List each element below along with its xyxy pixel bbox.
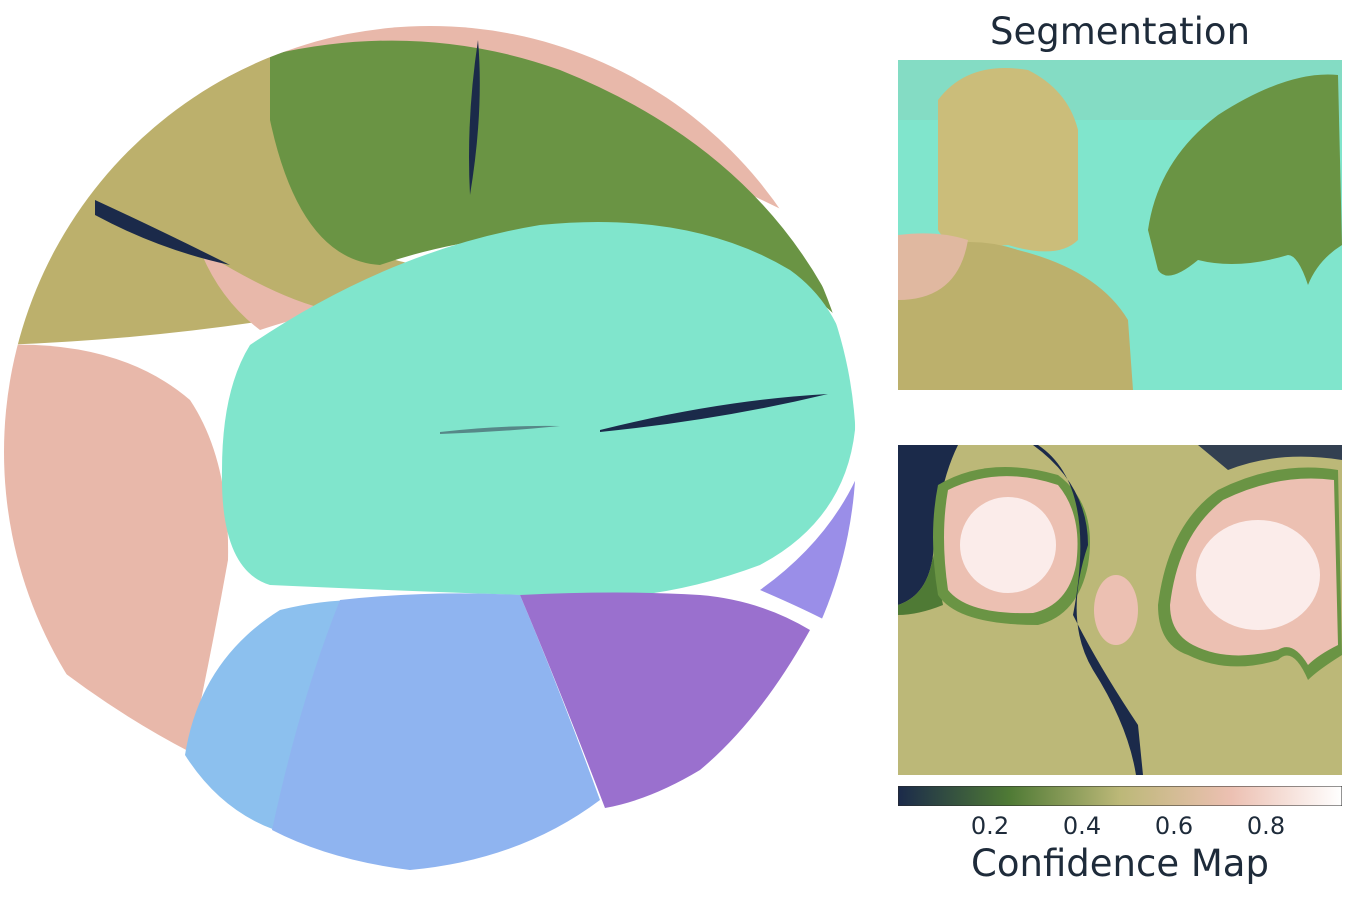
region-salmon-left <box>4 344 229 752</box>
colorbar-gradient <box>898 786 1342 806</box>
streak-center-faint <box>440 425 560 434</box>
seg-child-head <box>938 68 1078 252</box>
conf-ridge <box>1033 445 1143 775</box>
conf-blob-middle <box>1094 575 1138 645</box>
region-green <box>270 40 840 321</box>
region-light-blue <box>272 593 600 870</box>
region-purple <box>520 592 810 808</box>
colorbar-tick-0.4: 0.4 <box>1062 812 1102 840</box>
colorbar <box>898 786 1342 806</box>
colorbar-tick-0.6: 0.6 <box>1154 812 1194 840</box>
region-salmon-wedge <box>200 250 330 330</box>
region-sky-blue <box>185 600 360 830</box>
streak-top <box>469 40 480 195</box>
streak-left <box>95 200 230 265</box>
conf-dark-top-right <box>1198 445 1342 470</box>
confidence-map-image <box>898 445 1342 775</box>
streak-center <box>600 394 828 432</box>
region-teal <box>221 222 856 599</box>
seg-sheep <box>1148 74 1342 285</box>
colorbar-tick-0.8: 0.8 <box>1246 812 1286 840</box>
colorbar-tick-0.2: 0.2 <box>970 812 1010 840</box>
region-disk <box>4 26 856 870</box>
conf-green-left <box>898 555 943 615</box>
seg-hand <box>898 233 968 300</box>
segmentation-title: Segmentation <box>989 10 1251 53</box>
conf-blob-right-core <box>1196 520 1320 630</box>
conf-blob-left-core <box>960 497 1056 593</box>
seg-child-body <box>898 242 1133 390</box>
confidence-map-title: Confidence Map <box>971 842 1269 885</box>
segmentation-image <box>898 60 1342 390</box>
